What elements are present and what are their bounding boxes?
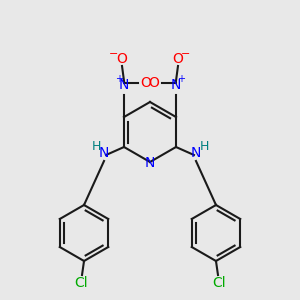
Text: O: O: [117, 52, 128, 66]
Text: H: H: [199, 140, 209, 154]
Text: −: −: [181, 49, 191, 59]
Text: N: N: [119, 78, 129, 92]
Text: O: O: [141, 76, 152, 90]
Text: H: H: [91, 140, 101, 154]
Text: N: N: [145, 156, 155, 170]
Text: O: O: [148, 76, 159, 90]
Text: Cl: Cl: [212, 276, 226, 290]
Text: N: N: [99, 146, 109, 160]
Text: N: N: [191, 146, 201, 160]
Text: +: +: [115, 74, 123, 84]
Text: O: O: [172, 52, 183, 66]
Text: Cl: Cl: [74, 276, 88, 290]
Text: +: +: [177, 74, 185, 84]
Text: N: N: [171, 78, 181, 92]
Text: −: −: [109, 49, 119, 59]
